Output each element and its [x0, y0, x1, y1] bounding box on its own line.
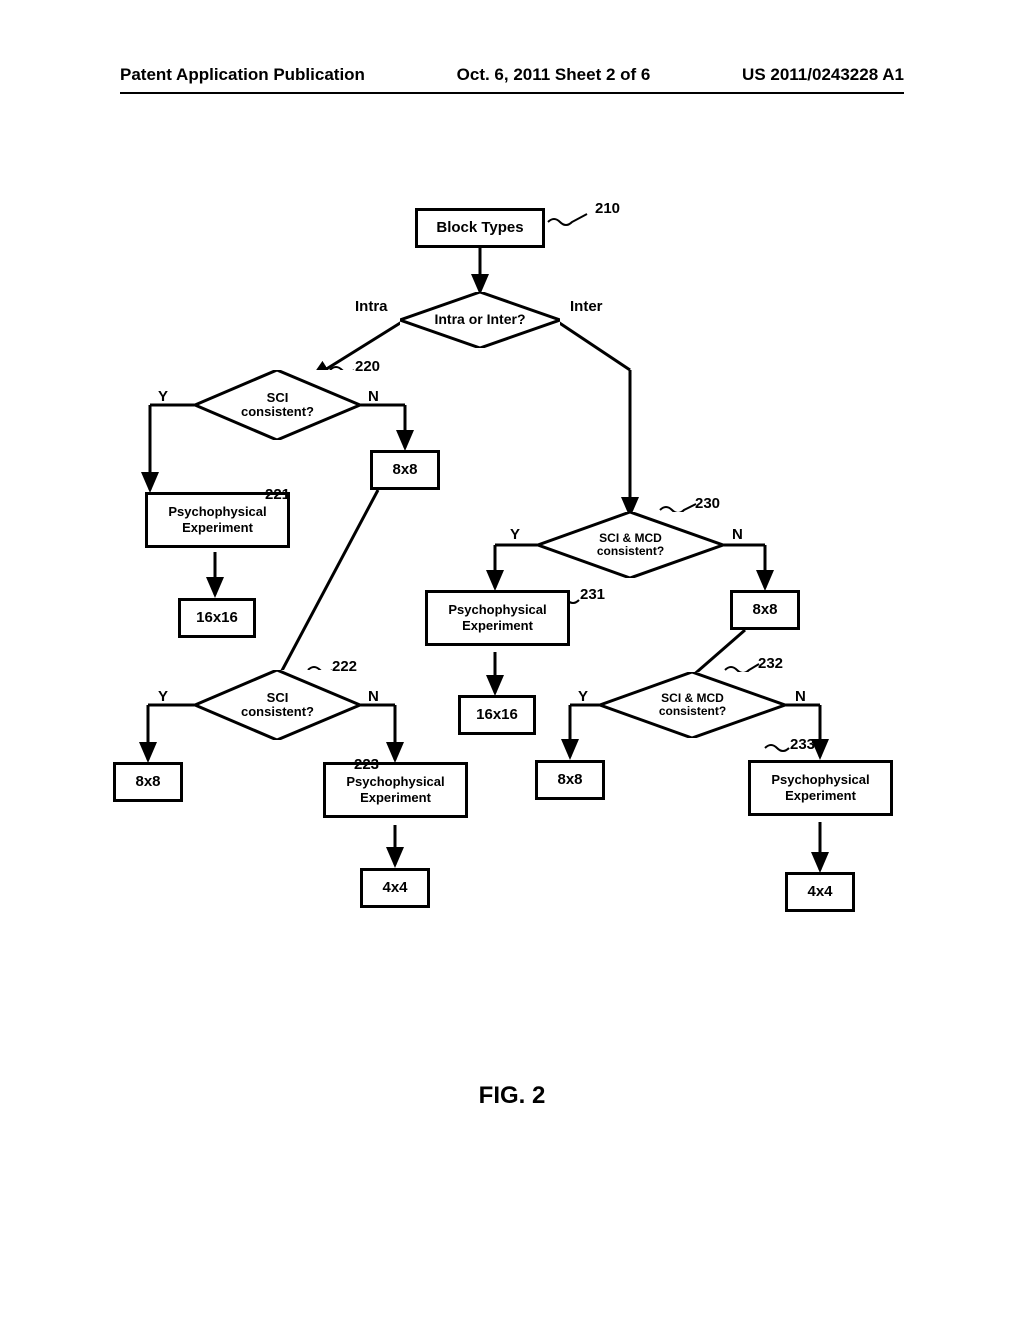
edge-label-intra: Intra — [355, 298, 388, 315]
edge-220-y: Y — [158, 388, 168, 405]
decision-232: SCI & MCD consistent? — [600, 672, 785, 738]
node-221-label: Psychophysical Experiment — [168, 504, 266, 535]
node-16x16-b-label: 16x16 — [476, 706, 518, 724]
node-231-label: Psychophysical Experiment — [448, 602, 546, 633]
decision-intra-inter-label: Intra or Inter? — [434, 312, 525, 327]
ref-220: 220 — [355, 358, 380, 375]
ref-233: 233 — [790, 736, 815, 753]
ref-232: 232 — [758, 655, 783, 672]
node-block-types: Block Types — [415, 208, 545, 248]
node-block-types-label: Block Types — [436, 219, 523, 237]
node-8x8-d: 8x8 — [535, 760, 605, 800]
header-center: Oct. 6, 2011 Sheet 2 of 6 — [457, 65, 651, 85]
decision-230: SCI & MCD consistent? — [538, 512, 723, 578]
decision-222: SCI consistent? — [195, 670, 360, 740]
edge-232-n: N — [795, 688, 806, 705]
node-233-label: Psychophysical Experiment — [771, 772, 869, 803]
node-8x8-c: 8x8 — [730, 590, 800, 630]
node-223-label: Psychophysical Experiment — [346, 774, 444, 805]
node-4x4-a: 4x4 — [360, 868, 430, 908]
edge-label-inter: Inter — [570, 298, 603, 315]
figure-caption: FIG. 2 — [0, 1082, 1024, 1110]
node-16x16-a-label: 16x16 — [196, 609, 238, 627]
node-4x4-b: 4x4 — [785, 872, 855, 912]
decision-222-label: SCI consistent? — [241, 691, 314, 720]
decision-220: SCI consistent? — [195, 370, 360, 440]
node-4x4-a-label: 4x4 — [382, 879, 407, 897]
header-rule — [120, 92, 904, 94]
flowchart-canvas: Block Types 210 Intra or Inter? Intra In… — [100, 200, 900, 1100]
node-8x8-a-label: 8x8 — [392, 461, 417, 479]
ref-223: 223 — [354, 756, 379, 773]
node-223: Psychophysical Experiment — [323, 762, 468, 818]
header-left: Patent Application Publication — [120, 65, 365, 85]
node-8x8-d-label: 8x8 — [557, 771, 582, 789]
edge-230-n: N — [732, 526, 743, 543]
edge-232-y: Y — [578, 688, 588, 705]
decision-intra-inter: Intra or Inter? — [400, 292, 560, 348]
ref-221: 221 — [265, 486, 290, 503]
ref-222: 222 — [332, 658, 357, 675]
decision-220-label: SCI consistent? — [241, 391, 314, 420]
node-16x16-b: 16x16 — [458, 695, 536, 735]
ref-231: 231 — [580, 586, 605, 603]
node-16x16-a: 16x16 — [178, 598, 256, 638]
edge-222-y: Y — [158, 688, 168, 705]
header-right: US 2011/0243228 A1 — [742, 65, 904, 85]
decision-230-label: SCI & MCD consistent? — [597, 532, 664, 558]
node-8x8-c-label: 8x8 — [752, 601, 777, 619]
ref-210: 210 — [595, 200, 620, 217]
edge-222-n: N — [368, 688, 379, 705]
edge-220-n: N — [368, 388, 379, 405]
edge-230-y: Y — [510, 526, 520, 543]
node-231: Psychophysical Experiment — [425, 590, 570, 646]
decision-232-label: SCI & MCD consistent? — [659, 692, 726, 718]
node-8x8-a: 8x8 — [370, 450, 440, 490]
node-4x4-b-label: 4x4 — [807, 883, 832, 901]
node-8x8-b: 8x8 — [113, 762, 183, 802]
node-233: Psychophysical Experiment — [748, 760, 893, 816]
node-8x8-b-label: 8x8 — [135, 773, 160, 791]
ref-230: 230 — [695, 495, 720, 512]
